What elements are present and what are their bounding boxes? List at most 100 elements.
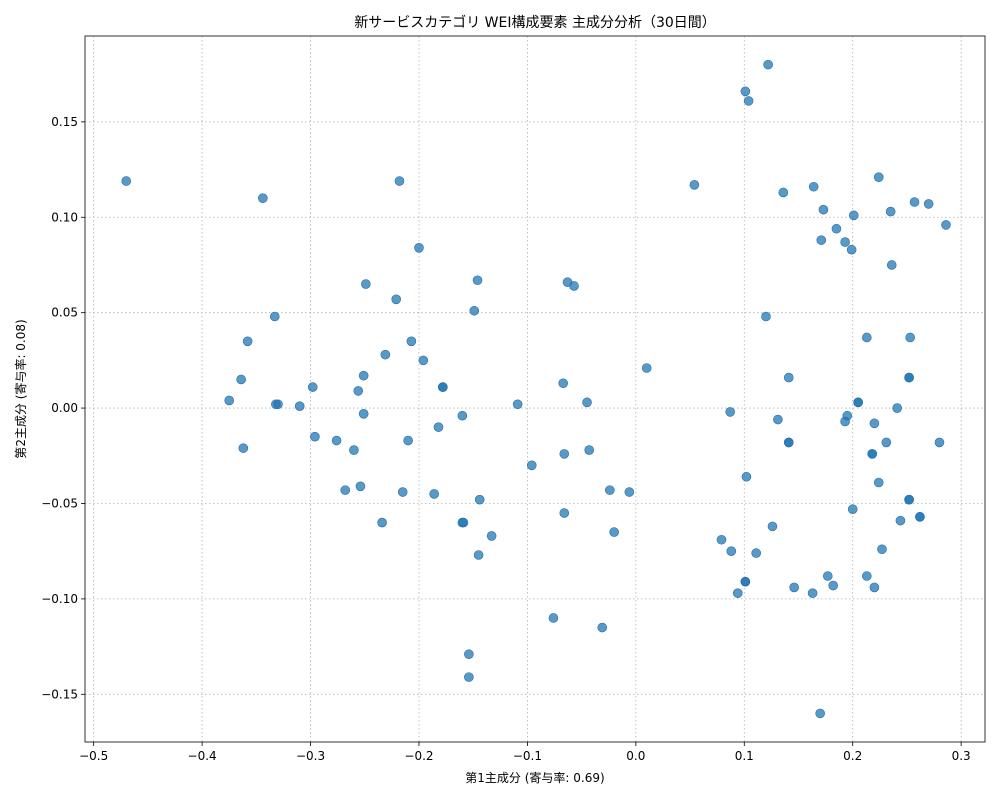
data-point — [853, 397, 863, 408]
y-tick-label: 0.10 — [51, 210, 78, 224]
x-tick-label: 0.0 — [626, 749, 645, 763]
data-point — [877, 544, 887, 555]
data-point — [862, 571, 872, 581]
data-point — [121, 176, 132, 186]
data-point — [840, 416, 850, 427]
x-tick-label: −0.5 — [79, 749, 108, 763]
y-tick-label: −0.05 — [41, 496, 78, 510]
x-tick-label: 0.2 — [843, 749, 862, 763]
data-point — [828, 580, 838, 591]
data-point — [242, 336, 253, 347]
data-point — [840, 237, 850, 247]
data-point — [569, 281, 579, 291]
data-point — [438, 382, 448, 392]
data-point — [458, 517, 469, 528]
data-point — [881, 437, 892, 448]
data-point — [353, 386, 364, 396]
data-point — [624, 487, 635, 497]
data-point — [789, 582, 799, 593]
data-point — [773, 414, 783, 425]
x-tick-label: 0.1 — [735, 749, 754, 763]
y-tick-label: 0.05 — [51, 306, 78, 320]
x-tick-label: −0.4 — [188, 749, 217, 763]
data-point — [355, 481, 366, 492]
y-tick-label: −0.15 — [41, 687, 78, 701]
data-point — [725, 407, 735, 417]
data-point — [867, 449, 878, 459]
data-point — [406, 336, 417, 347]
data-point — [873, 477, 884, 488]
data-point — [474, 494, 485, 505]
data-point — [310, 431, 320, 442]
data-point — [743, 96, 754, 106]
data-point — [269, 311, 280, 322]
data-point — [869, 582, 880, 593]
data-point — [457, 410, 468, 421]
data-point — [885, 206, 896, 217]
data-point — [464, 672, 474, 682]
data-point — [358, 370, 369, 381]
data-point — [486, 531, 497, 541]
data-point — [846, 244, 857, 255]
data-point — [741, 471, 752, 482]
data-point — [716, 534, 727, 545]
data-point — [464, 649, 474, 660]
data-point — [394, 176, 405, 186]
x-tick-label: −0.1 — [513, 749, 542, 763]
data-point — [236, 374, 246, 385]
data-point — [331, 435, 342, 446]
data-point — [732, 588, 743, 598]
ticks-layer: −0.5 −0.4 −0.3 −0.2 −0.1 0.0 0.1 0.2 0.3 −0.15 −0.… — [41, 115, 970, 763]
data-point — [559, 508, 570, 518]
data-point — [808, 181, 819, 192]
data-point — [641, 363, 652, 373]
data-point — [358, 409, 369, 419]
x-axis-label: 第1主成分 (寄与率: 0.69) — [465, 770, 604, 785]
data-point — [726, 546, 737, 556]
data-point — [597, 622, 608, 633]
data-point — [469, 305, 480, 316]
data-point — [526, 460, 537, 471]
data-point — [273, 399, 283, 410]
data-point — [380, 349, 391, 360]
data-point — [361, 279, 371, 289]
data-point — [307, 382, 318, 392]
data-point — [904, 494, 914, 505]
data-point — [258, 193, 268, 203]
data-point — [783, 372, 794, 383]
data-point — [886, 260, 897, 270]
y-axis-label: 第2主成分 (寄与率: 0.08) — [13, 319, 28, 458]
data-point — [340, 485, 351, 495]
data-point — [761, 311, 771, 322]
grid-layer — [85, 36, 985, 742]
data-point — [238, 443, 249, 453]
data-point — [294, 401, 305, 411]
data-point — [391, 294, 402, 305]
data-point — [847, 504, 858, 515]
data-point — [767, 521, 778, 532]
data-point — [349, 445, 359, 455]
points-layer — [121, 59, 951, 719]
data-point — [689, 180, 700, 190]
data-point — [783, 437, 794, 448]
data-point — [605, 485, 615, 495]
data-point — [934, 437, 945, 448]
data-point — [397, 487, 408, 497]
data-point — [873, 172, 884, 182]
data-point — [740, 576, 751, 587]
y-tick-label: 0.15 — [51, 115, 78, 129]
data-point — [869, 418, 880, 429]
data-point — [414, 243, 424, 253]
data-point — [895, 515, 906, 526]
data-point — [892, 403, 902, 413]
data-point — [418, 355, 429, 366]
data-point — [559, 449, 570, 459]
data-point — [818, 204, 829, 215]
data-point — [740, 86, 751, 97]
data-point — [429, 489, 439, 499]
data-point — [862, 332, 872, 343]
data-point — [584, 445, 595, 455]
